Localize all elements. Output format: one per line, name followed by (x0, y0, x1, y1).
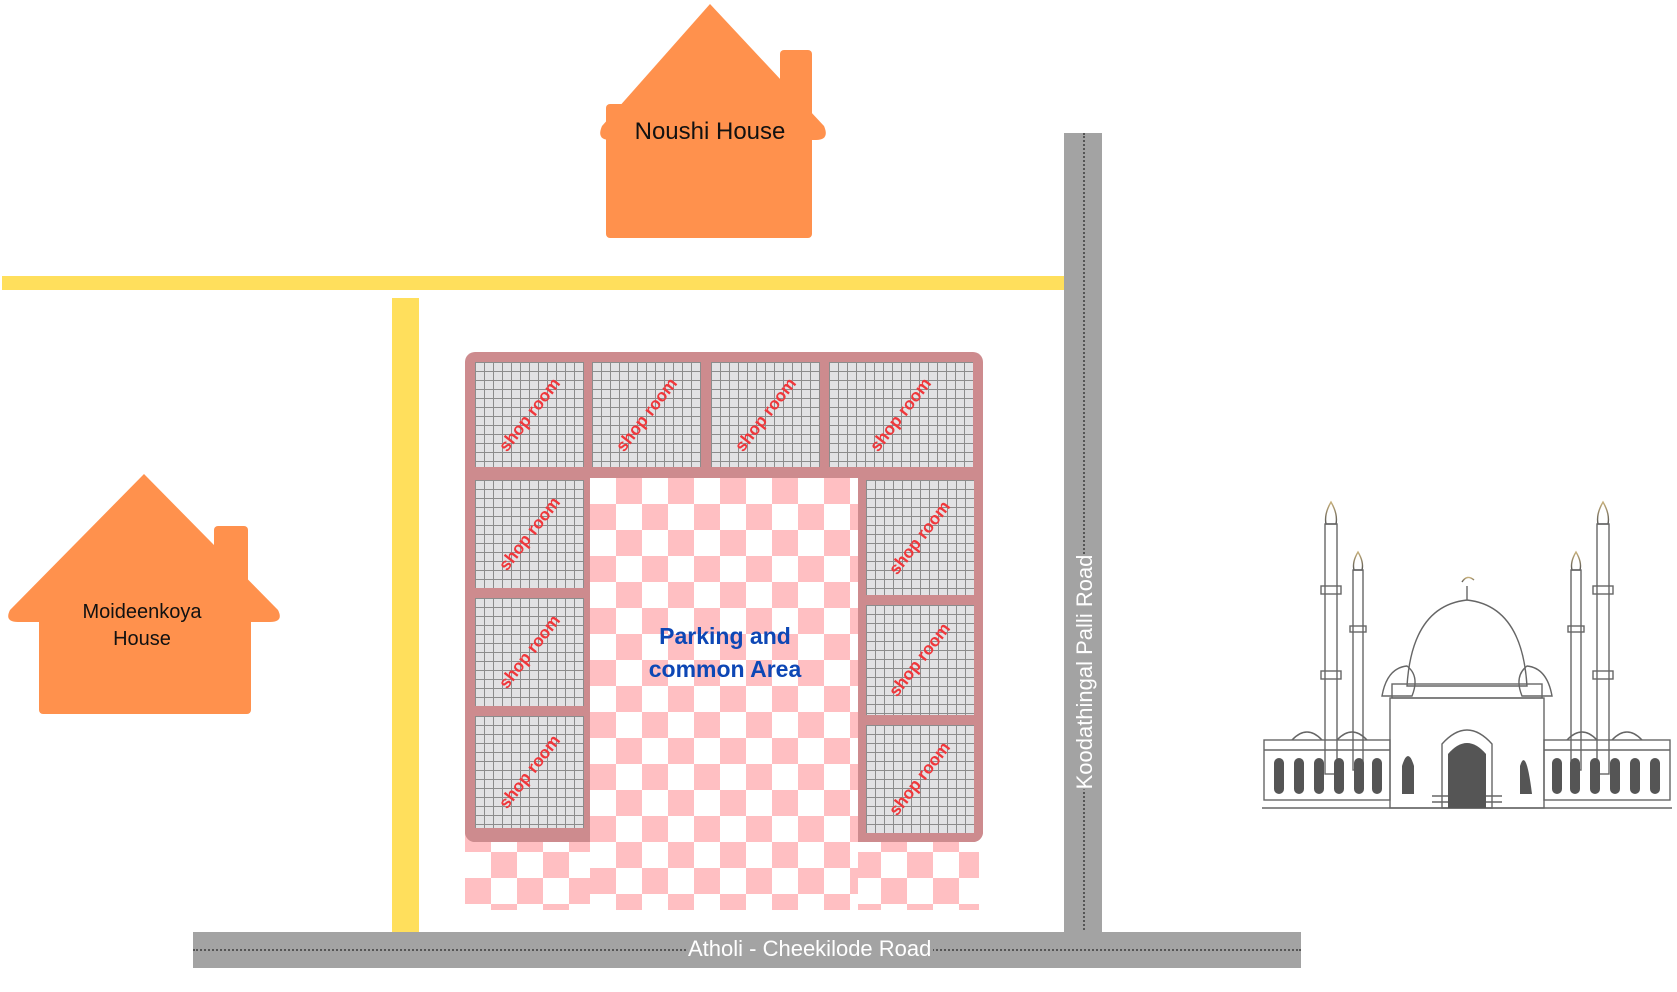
shop-room-label: shop room (494, 611, 564, 693)
shop-room-label: shop room (611, 373, 681, 455)
shop-room-left-2: shop room (475, 598, 584, 706)
noushi-house-label: Noushi House (634, 118, 786, 145)
shop-room-right-1: shop room (866, 480, 974, 595)
yellow-path-horizontal (2, 276, 1064, 290)
mosque-icon (1262, 500, 1672, 809)
moideenkoya-house-label: Moideenkoya House (62, 599, 222, 653)
atholi-cheekilode-road-label: Atholi - Cheekilode Road (686, 936, 934, 962)
shop-room-label: shop room (866, 373, 936, 455)
shop-room-label: shop room (885, 619, 955, 701)
parking-label-line2: common Area (648, 656, 802, 682)
shop-room-top-3: shop room (711, 362, 820, 467)
vertical-road-centerline (1083, 133, 1085, 953)
koodathingal-palli-road-label: Koodathingal Palli Road (1072, 554, 1098, 790)
moideenkoya-house-icon (8, 474, 280, 714)
shop-room-left-3: shop room (475, 716, 584, 828)
moideenkoya-line2: House (113, 628, 171, 650)
shop-room-left-1: shop room (475, 480, 584, 588)
shop-room-right-3: shop room (866, 725, 974, 833)
shop-room-label: shop room (885, 496, 955, 578)
moideenkoya-line1: Moideenkoya (82, 601, 202, 623)
shop-room-label: shop room (494, 731, 564, 813)
yellow-path-vertical (392, 298, 419, 932)
shop-room-top-4: shop room (829, 362, 973, 467)
parking-area-label: Parking and common Area (620, 620, 830, 686)
parking-checker-center (590, 478, 858, 910)
shop-room-label: shop room (494, 373, 564, 455)
shop-room-top-1: shop room (475, 362, 584, 467)
parking-label-line1: Parking and (659, 623, 791, 649)
shop-room-label: shop room (730, 373, 800, 455)
noushi-house-icon (600, 4, 826, 238)
shop-room-label: shop room (494, 493, 564, 575)
shop-room-label: shop room (885, 738, 955, 820)
shop-room-top-2: shop room (592, 362, 701, 467)
shop-room-right-2: shop room (866, 605, 974, 715)
